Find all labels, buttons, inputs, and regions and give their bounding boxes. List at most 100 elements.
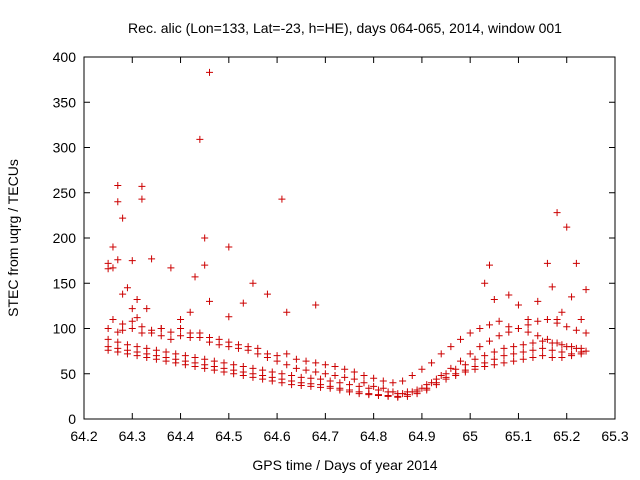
data-point [471,363,479,371]
data-point [133,314,141,322]
data-point [553,319,561,327]
data-point [177,325,185,332]
data-point [490,355,498,363]
y-tick-label: 150 [53,275,77,291]
data-point [568,343,576,351]
data-point [128,317,136,325]
data-point [500,359,508,367]
data-point [273,357,281,365]
data-point [186,329,194,337]
data-point [534,332,542,340]
data-point [350,375,358,383]
data-point [312,301,320,309]
data-point [167,335,175,343]
data-point [331,372,339,380]
data-point [114,198,122,206]
data-point [481,359,489,367]
data-point [104,265,112,273]
data-point [510,343,518,351]
data-point [302,366,310,374]
data-point [225,243,233,251]
data-point [321,370,329,378]
data-point [181,357,189,365]
data-point [283,350,291,358]
data-point [360,372,368,380]
data-point [577,315,585,323]
data-point [331,363,339,371]
data-point [457,335,465,343]
data-point [539,352,547,360]
data-point [292,355,300,363]
data-point [215,341,223,349]
data-point [418,365,426,373]
data-point [572,259,580,267]
data-point [167,328,175,336]
data-point [505,291,513,299]
data-point [432,379,440,387]
data-point [138,323,146,331]
data-point [239,368,247,376]
data-point [123,346,131,354]
data-point [104,335,112,343]
y-axis-label: STEC from uqrg / TECUs [5,159,21,317]
data-point [346,386,353,394]
data-point [225,343,233,351]
data-point [263,290,271,298]
data-point [457,357,465,365]
data-point [133,348,141,356]
data-point [350,368,358,376]
data-point [249,370,257,378]
data-point [249,279,257,287]
data-point [370,382,378,390]
x-tick-label: 65 [462,428,478,444]
data-point [220,364,228,372]
data-point [548,353,556,361]
data-point [201,361,209,369]
data-point [234,344,242,352]
data-point [399,390,407,398]
data-point [485,337,493,345]
x-tick-label: 64.4 [167,428,194,444]
data-point [177,332,185,340]
data-point [572,326,580,334]
data-point [568,350,576,358]
chart-title: Rec. alic (Lon=133, Lat=-23, h=HE), days… [128,20,562,36]
data-point [259,372,267,380]
data-point [230,366,238,374]
data-point [210,363,218,371]
data-point [543,335,551,343]
data-point [408,372,416,380]
data-point [283,308,291,316]
data-point [379,384,387,392]
data-point [471,355,479,363]
data-point [481,352,489,360]
data-point [539,337,547,345]
x-tick-label: 64.5 [215,428,242,444]
data-point [201,234,209,242]
data-point [312,368,320,376]
data-point [428,359,436,367]
data-point [292,364,300,372]
data-point [519,348,527,356]
data-point [558,308,566,316]
x-tick-label: 64.6 [263,428,290,444]
data-point [563,223,571,231]
data-point [452,370,460,378]
data-point [384,391,392,399]
data-point [302,357,310,365]
data-point [172,355,180,363]
data-point [157,325,165,332]
data-point [326,382,334,390]
data-point [297,379,305,387]
data-point [505,328,513,336]
x-tick-label: 65.3 [601,428,628,444]
data-point [128,257,136,265]
data-point [196,135,204,143]
data-point [485,321,493,329]
data-point [109,264,117,272]
data-point [389,388,397,396]
data-point [119,326,127,334]
x-tick-label: 64.2 [70,428,97,444]
data-point [476,325,484,332]
